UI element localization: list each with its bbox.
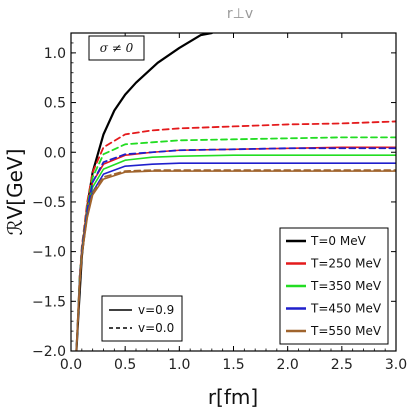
sigma-annotation-box: σ ≠ 0 [88, 35, 145, 61]
y-tick-label: 0.5 [44, 96, 66, 112]
style-legend-box [101, 295, 183, 342]
legend-label-t-450-mev: T=450 MeV [310, 302, 382, 316]
x-tick-label: 1.5 [222, 357, 244, 373]
y-tick-label: 1.0 [44, 46, 66, 62]
x-tick-label: 0.5 [114, 357, 136, 373]
x-axis-label: r[fm] [208, 385, 258, 409]
x-tick-label: 2.0 [277, 357, 299, 373]
axis-ticks: 0.0 0.5 1.0 1.5 2.0 2.5 3.0 −2.0 −1.5 −1.0 −0.5 0.0… [32, 32, 407, 373]
x-tick-label: 3.0 [385, 357, 407, 373]
x-tick-label: 2.5 [331, 357, 353, 373]
curve-t-550-mev-v-0-9 [75, 170, 396, 351]
temperature-legend-box [279, 227, 389, 345]
style-legend-label: v=0.0 [138, 321, 174, 335]
y-tick-label: −2.0 [32, 344, 66, 360]
legend-label-t-0-mev: T=0 MeV [310, 234, 367, 248]
plot-area [75, 33, 396, 351]
legend-label-t-550-mev: T=550 MeV [310, 324, 382, 338]
temperature-legend: T=0 MeV T=250 MeV T=350 MeV T=450 MeV T=550 … [279, 227, 389, 345]
x-tick-label: 1.0 [168, 357, 190, 373]
y-tick-label: −1.5 [32, 294, 66, 310]
style-legend-label: v=0.9 [138, 303, 174, 317]
y-tick-label: −1.0 [32, 245, 66, 261]
y-tick-label: −0.5 [32, 195, 66, 211]
chart-title: r⊥v [227, 6, 253, 22]
y-tick-label: 0.0 [44, 145, 66, 161]
sigma-annotation: σ ≠ 0 [100, 41, 134, 55]
y-axis-label: ℛV[GeV] [3, 149, 27, 236]
line-style-legend: v=0.9 v=0.0 [101, 295, 183, 342]
x-tick-label: 0.0 [60, 357, 82, 373]
legend-label-t-350-mev: T=350 MeV [310, 279, 382, 293]
legend-label-t-250-mev: T=250 MeV [310, 257, 382, 271]
